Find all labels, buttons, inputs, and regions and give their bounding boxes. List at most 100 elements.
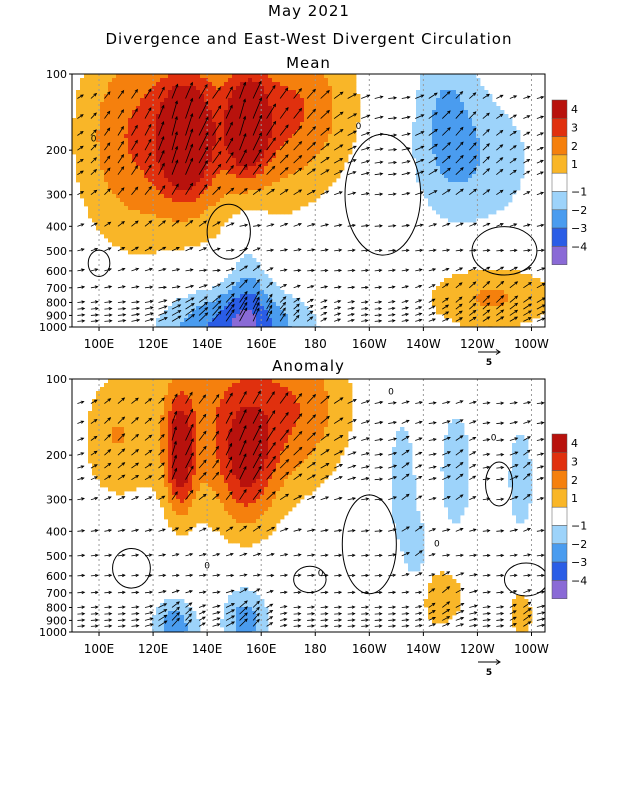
vector-shaft bbox=[401, 269, 409, 272]
field-cell bbox=[156, 226, 161, 231]
field-cell bbox=[180, 130, 185, 135]
vector-shaft bbox=[361, 147, 370, 151]
field-cell bbox=[448, 310, 453, 315]
field-cell bbox=[164, 154, 169, 159]
field-cell bbox=[440, 102, 445, 107]
field-cell bbox=[508, 286, 513, 291]
field-cell bbox=[196, 154, 201, 159]
vector-head bbox=[406, 191, 411, 196]
field-cell bbox=[492, 210, 497, 215]
field-cell bbox=[276, 154, 281, 159]
field-cell bbox=[252, 166, 257, 171]
field-cell bbox=[440, 202, 445, 207]
field-cell bbox=[472, 94, 477, 99]
field-cell bbox=[444, 306, 449, 311]
field-cell bbox=[308, 314, 313, 319]
vector-shaft bbox=[171, 183, 179, 195]
vector-head bbox=[176, 268, 181, 272]
field-cell bbox=[140, 186, 145, 191]
vector-head bbox=[298, 125, 303, 130]
field-cell bbox=[440, 174, 445, 179]
field-cell bbox=[152, 218, 157, 223]
field-cell bbox=[516, 278, 521, 283]
field-cell bbox=[356, 98, 361, 103]
field-cell bbox=[148, 198, 153, 203]
field-cell bbox=[500, 282, 505, 287]
field-cell bbox=[276, 118, 281, 123]
field-cell bbox=[228, 206, 233, 211]
field-cell bbox=[480, 162, 485, 167]
field-cell bbox=[160, 234, 165, 239]
field-cell bbox=[412, 122, 417, 127]
field-cell bbox=[160, 190, 165, 195]
field-cell bbox=[228, 294, 233, 299]
field-cell bbox=[264, 86, 269, 91]
field-cell bbox=[148, 110, 153, 115]
field-cell bbox=[120, 234, 125, 239]
vector-shaft bbox=[144, 300, 153, 303]
vector-shaft bbox=[131, 165, 138, 175]
field-cell bbox=[240, 262, 245, 267]
field-cell bbox=[224, 110, 229, 115]
vector-shaft bbox=[144, 286, 153, 289]
field-cell bbox=[440, 298, 445, 303]
field-cell bbox=[220, 190, 225, 195]
field-cell bbox=[340, 94, 345, 99]
vector-head bbox=[189, 81, 193, 86]
vector-shaft bbox=[266, 310, 273, 322]
vector-head bbox=[298, 167, 303, 172]
field-cell bbox=[432, 122, 437, 127]
field-cell bbox=[480, 282, 485, 287]
field-cell bbox=[312, 94, 317, 99]
field-cell bbox=[132, 198, 137, 203]
field-cell bbox=[160, 118, 165, 123]
field-cell bbox=[460, 322, 465, 327]
field-cell bbox=[332, 82, 337, 87]
field-cell bbox=[276, 106, 281, 111]
field-cell bbox=[432, 186, 437, 191]
field-cell bbox=[308, 94, 313, 99]
field-cell bbox=[224, 170, 229, 175]
vector-shaft bbox=[212, 300, 221, 310]
field-cell bbox=[484, 270, 489, 275]
field-cell bbox=[260, 318, 265, 323]
field-cell bbox=[340, 142, 345, 147]
field-cell bbox=[504, 270, 509, 275]
field-cell bbox=[236, 138, 241, 143]
field-cell bbox=[216, 186, 221, 191]
field-cell bbox=[204, 166, 209, 171]
field-cell bbox=[536, 290, 541, 295]
field-cell bbox=[176, 162, 181, 167]
field-cell bbox=[244, 158, 249, 163]
field-cell bbox=[92, 122, 97, 127]
field-cell bbox=[436, 170, 441, 175]
field-cell bbox=[260, 198, 265, 203]
vector-head bbox=[94, 247, 99, 251]
vector-head bbox=[230, 164, 234, 169]
vector-head bbox=[94, 285, 99, 289]
field-cell bbox=[504, 302, 509, 307]
field-cell bbox=[272, 178, 277, 183]
field-cell bbox=[96, 194, 101, 199]
field-cell bbox=[268, 90, 273, 95]
field-cell bbox=[500, 142, 505, 147]
vector-shaft bbox=[401, 172, 410, 176]
field-cell bbox=[84, 142, 89, 147]
field-cell bbox=[124, 82, 129, 87]
field-cell bbox=[480, 206, 485, 211]
field-cell bbox=[504, 202, 509, 207]
field-cell bbox=[252, 318, 257, 323]
vector-head bbox=[122, 300, 127, 304]
field-cell bbox=[224, 190, 229, 195]
vector-head bbox=[419, 248, 424, 253]
vector-shaft bbox=[90, 190, 97, 196]
field-cell bbox=[172, 310, 177, 315]
field-cell bbox=[440, 210, 445, 215]
vector-shaft bbox=[185, 158, 193, 175]
field-cell bbox=[412, 134, 417, 139]
field-cell bbox=[184, 310, 189, 315]
field-cell bbox=[296, 78, 301, 83]
field-cell bbox=[324, 86, 329, 91]
field-cell bbox=[468, 114, 473, 119]
field-cell bbox=[152, 230, 157, 235]
